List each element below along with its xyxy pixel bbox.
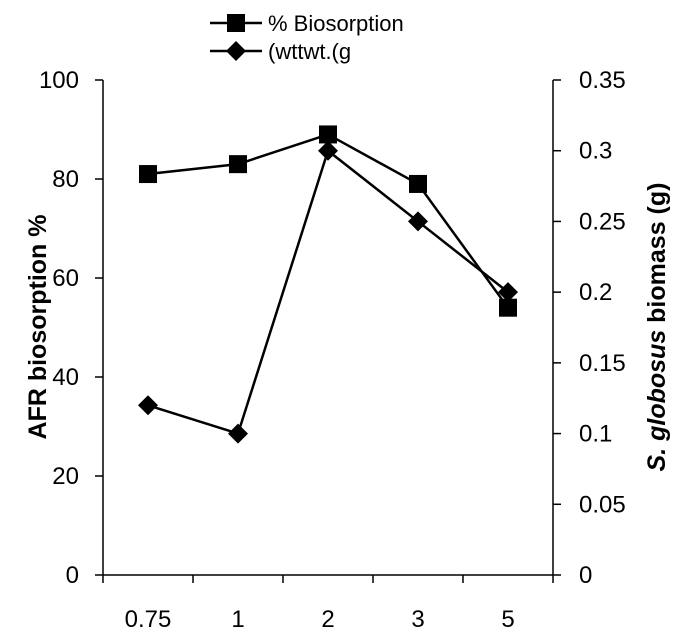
- y2-tick-label: 0.35: [579, 67, 626, 94]
- y2-tick-label: 0.3: [579, 138, 612, 165]
- series-biomass: [138, 140, 518, 444]
- y-tick-label: 100: [39, 67, 79, 94]
- x-tick-label: 5: [501, 606, 514, 632]
- tick-labels: 0 20 40 60 80 100 0 0.05 0.1 0.15 0.2 0.25 0.3 0.35 0.…: [39, 67, 626, 633]
- legend: % Biosorption (wttwt.(g: [210, 11, 404, 64]
- y-tick-label: 60: [52, 265, 79, 292]
- y2-axis-title: S. globosus biomass (g): [643, 183, 671, 472]
- y2-tick-label: 0: [579, 562, 592, 589]
- data-point-diamond: [318, 140, 338, 161]
- data-point-square: [139, 165, 157, 184]
- data-point-square: [229, 155, 247, 174]
- y2-axis-title-italic: S. globosus: [643, 330, 671, 472]
- x-tick-label: 3: [411, 606, 424, 632]
- legend-square-marker-icon: [227, 14, 245, 32]
- data-point-diamond: [408, 211, 428, 232]
- legend-entry-biomass: (wttwt.(g: [210, 39, 351, 64]
- series-line: [147, 148, 509, 436]
- data-point-square: [409, 174, 427, 193]
- data-point-diamond: [498, 282, 518, 303]
- y-tick-label: 0: [66, 562, 79, 589]
- x-tick-label: 1: [231, 606, 244, 632]
- x-tick-label: 0.75: [125, 606, 172, 632]
- data-point-diamond: [138, 395, 158, 416]
- data-point-square: [319, 125, 337, 144]
- y-tick-label: 80: [52, 166, 79, 193]
- y-tick-label: 20: [52, 463, 79, 490]
- y-axis-title: AFR biosorption %: [24, 215, 52, 440]
- legend-diamond-marker-icon: [226, 41, 246, 61]
- y2-tick-label: 0.25: [579, 208, 626, 235]
- y-tick-label: 40: [52, 364, 79, 391]
- x-tick-label: 2: [321, 606, 334, 632]
- y2-tick-label: 0.2: [579, 279, 612, 306]
- y2-tick-label: 0.05: [579, 491, 626, 518]
- y2-tick-label: 0.1: [579, 421, 612, 448]
- y2-axis-title-rest: biomass (g): [643, 183, 671, 330]
- y2-tick-label: 0.15: [579, 350, 626, 377]
- data-point-square: [499, 298, 517, 317]
- series-biosorption: [139, 125, 517, 317]
- data-point-diamond: [228, 423, 248, 444]
- series-layer: [138, 125, 518, 444]
- legend-entry-biosorption: % Biosorption: [210, 11, 404, 36]
- legend-label-biomass: (wttwt.(g: [268, 39, 351, 64]
- legend-label-biosorption: % Biosorption: [268, 11, 404, 36]
- axes: [95, 79, 561, 583]
